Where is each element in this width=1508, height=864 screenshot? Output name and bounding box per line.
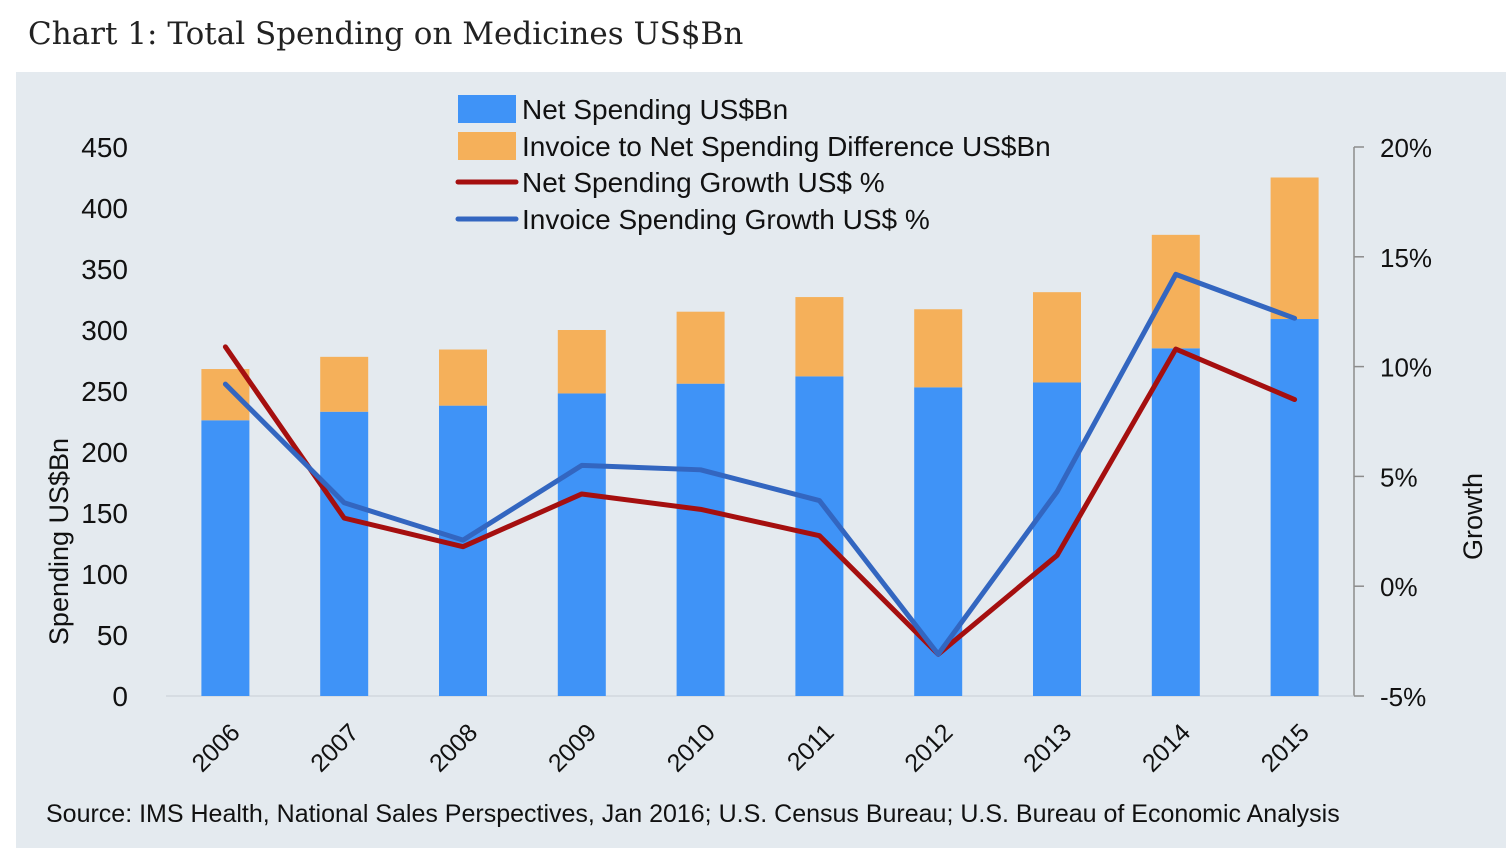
x-axis-tick-label: 2008 bbox=[424, 718, 483, 777]
bar-invoice-difference bbox=[914, 309, 963, 388]
bar-net-spending bbox=[439, 405, 487, 696]
chart-panel: 0 50 100 150 200 250 300 350 400 450 Spending US$B… bbox=[16, 72, 1506, 848]
bar-invoice-difference bbox=[676, 311, 725, 384]
bar-net-spending bbox=[201, 420, 250, 696]
y-axis-tick-label: 350 bbox=[81, 254, 128, 285]
x-axis-tick-label: 2013 bbox=[1018, 718, 1077, 777]
x-axis-tick-label: 2009 bbox=[543, 718, 602, 777]
legend-invoice-growth-label: Invoice Spending Growth US$ % bbox=[522, 204, 930, 235]
y-axis-tick-label: 50 bbox=[97, 620, 128, 651]
bar-invoice-difference bbox=[1033, 292, 1081, 383]
legend-net-spending-label: Net Spending US$Bn bbox=[522, 94, 788, 125]
x-axis-tick-label: 2007 bbox=[305, 718, 364, 777]
chart-title: Chart 1: Total Spending on Medicines US$… bbox=[28, 16, 744, 52]
legend-invoice-difference-swatch bbox=[458, 132, 516, 160]
y-axis-tick-label: 100 bbox=[81, 559, 128, 590]
y2-axis-tick-label: 10% bbox=[1380, 353, 1432, 383]
y-axis-tick-label: 400 bbox=[81, 193, 128, 224]
bar-net-spending bbox=[1270, 319, 1319, 696]
source-note: Source: IMS Health, National Sales Persp… bbox=[46, 800, 1340, 828]
bar-net-spending bbox=[1033, 382, 1081, 696]
y-axis-tick-label: 450 bbox=[81, 132, 128, 163]
bar-net-spending bbox=[676, 383, 725, 696]
x-axis-tick-label: 2015 bbox=[1256, 718, 1315, 777]
y2-axis-label: Growth bbox=[1458, 473, 1488, 560]
y-axis-tick-label: 250 bbox=[81, 376, 128, 407]
legend-invoice-difference-label: Invoice to Net Spending Difference US$Bn bbox=[522, 131, 1051, 162]
y2-axis-tick-label: 0% bbox=[1380, 572, 1418, 602]
bar-invoice-difference bbox=[320, 356, 369, 412]
line-net-growth bbox=[222, 344, 1298, 657]
bar-invoice-difference bbox=[439, 349, 487, 406]
bar-invoice-difference bbox=[1151, 234, 1200, 349]
x-axis-tick-label: 2006 bbox=[187, 718, 246, 777]
bar-invoice-difference bbox=[201, 369, 250, 421]
y-axis-tick-label: 300 bbox=[81, 315, 128, 346]
y2-axis-tick-label: -5% bbox=[1380, 682, 1426, 712]
y2-axis-tick-label: 20% bbox=[1380, 133, 1432, 163]
y-axis-tick-label: 150 bbox=[81, 498, 128, 529]
bar-net-spending bbox=[320, 411, 369, 696]
bar-net-spending bbox=[914, 387, 963, 696]
x-axis-tick-label: 2014 bbox=[1137, 718, 1196, 777]
y2-axis-tick-label: 15% bbox=[1380, 243, 1432, 273]
bar-net-spending bbox=[557, 393, 606, 696]
y-axis-label: Spending US$Bn bbox=[44, 438, 74, 645]
bar-net-spending bbox=[1151, 348, 1200, 696]
x-axis-tick-label: 2012 bbox=[899, 718, 958, 777]
bar-invoice-difference bbox=[1270, 177, 1319, 320]
bar-invoice-difference bbox=[795, 297, 844, 377]
y-axis-tick-label: 0 bbox=[112, 681, 128, 712]
x-axis-tick-label: 2011 bbox=[782, 718, 840, 776]
bar-invoice-difference bbox=[557, 330, 606, 394]
x-axis-tick-label: 2010 bbox=[662, 718, 721, 777]
y-axis-tick-label: 200 bbox=[81, 437, 128, 468]
y2-axis-tick-label: 5% bbox=[1380, 462, 1418, 492]
legend-net-growth-label: Net Spending Growth US$ % bbox=[522, 167, 885, 198]
legend-net-spending-swatch bbox=[458, 95, 516, 123]
combo-chart: 0 50 100 150 200 250 300 350 400 450 Spending US$B… bbox=[44, 94, 1488, 778]
line-invoice-growth bbox=[222, 271, 1298, 657]
